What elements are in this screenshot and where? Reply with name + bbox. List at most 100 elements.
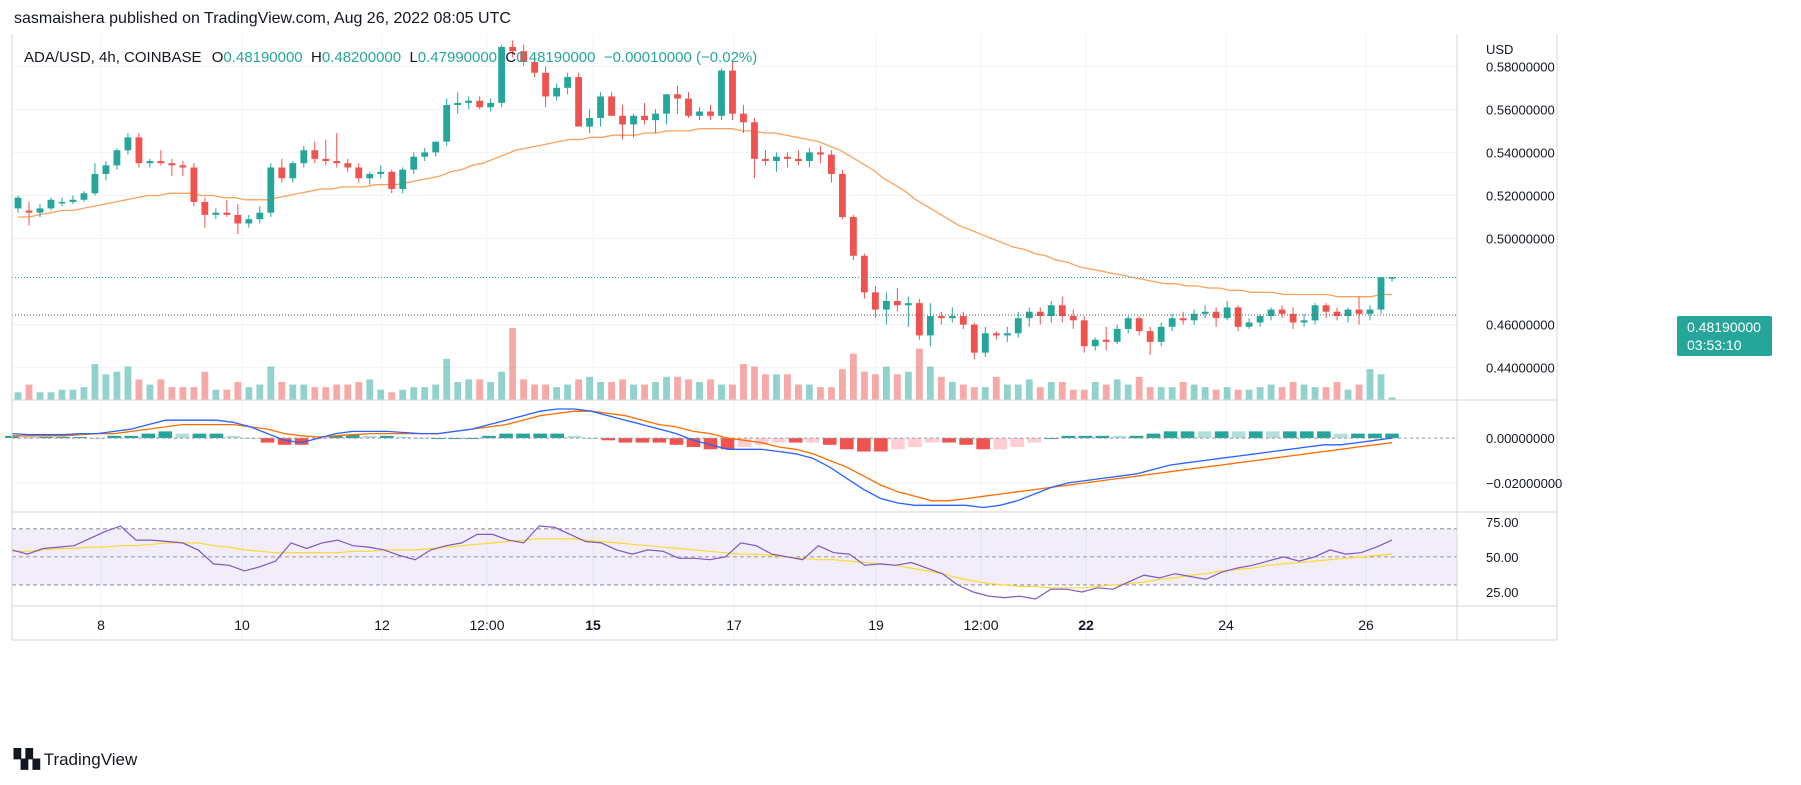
candle	[498, 44, 506, 108]
price-pane[interactable]	[12, 40, 1457, 400]
candle	[553, 83, 561, 101]
candle-body	[1377, 277, 1385, 310]
volume-bar	[201, 371, 209, 400]
time-tick-label: 19	[868, 617, 884, 633]
candle	[1091, 337, 1099, 351]
macd-histogram-bar	[1231, 431, 1246, 439]
candle	[795, 150, 802, 166]
change-value: −0.00010000 (−0.02%)	[603, 49, 758, 66]
volume-bar	[1146, 387, 1154, 400]
time-tick-label: 12:00	[963, 617, 998, 633]
candle-body	[278, 167, 286, 179]
high-label: H	[311, 49, 322, 66]
candle	[817, 145, 824, 164]
candle	[729, 59, 736, 121]
volume-bar	[1047, 382, 1055, 400]
volume-bar	[663, 376, 670, 400]
candle-body	[1256, 316, 1264, 323]
macd-histogram-bar	[771, 438, 786, 443]
candle-body	[773, 156, 780, 162]
candle	[1168, 313, 1176, 332]
candle-body	[531, 61, 539, 73]
macd-histogram-bar	[1146, 433, 1161, 439]
candle-body	[1388, 277, 1396, 279]
volume-bar	[355, 382, 363, 400]
candle-body	[1278, 309, 1286, 314]
candle	[1179, 311, 1187, 325]
candle	[311, 141, 319, 164]
volume-bar	[849, 353, 857, 400]
candle	[135, 133, 143, 168]
candle-body	[410, 156, 418, 170]
candle-body	[454, 102, 462, 106]
candle	[740, 105, 747, 134]
candle	[509, 40, 517, 58]
volume-bar	[1113, 379, 1121, 400]
candle	[201, 197, 209, 228]
macd-histogram-bar	[1061, 435, 1076, 439]
candle	[1135, 316, 1143, 336]
macd-histogram-bar	[1334, 433, 1348, 439]
time-tick-label: 17	[726, 617, 742, 633]
candle	[696, 107, 703, 121]
volume-bar	[882, 366, 890, 400]
macd-histogram-bar	[652, 438, 667, 443]
candle-body	[674, 94, 681, 99]
volume-bar	[542, 384, 550, 400]
candle	[1069, 309, 1077, 329]
volume-bar	[784, 374, 791, 400]
volume-bar	[806, 384, 813, 400]
low-value: 0.47990000	[417, 49, 498, 66]
candle-body	[564, 77, 572, 88]
moving-average-line	[18, 128, 1392, 298]
candle	[1322, 303, 1330, 319]
volume-bar	[454, 382, 462, 400]
macd-tick-label: −0.02000000	[1486, 476, 1562, 491]
macd-histogram-bar	[1078, 435, 1093, 439]
candle-body	[190, 167, 198, 202]
candle-body	[366, 173, 374, 179]
volume-bar	[1102, 384, 1110, 400]
candle	[773, 152, 780, 172]
volume-bar	[102, 374, 110, 400]
candle	[157, 150, 165, 166]
macd-histogram-bar	[56, 436, 70, 439]
candle-body	[828, 154, 835, 174]
candle-body	[498, 46, 506, 103]
macd-histogram-bar	[1129, 435, 1144, 439]
candle-body	[168, 163, 176, 166]
macd-histogram-bar	[533, 433, 547, 439]
volume-bar	[80, 387, 88, 400]
candle-body	[586, 117, 593, 127]
candle	[948, 307, 956, 323]
macd-histogram-bar	[550, 433, 564, 439]
candle	[476, 96, 484, 110]
candle	[597, 92, 604, 127]
candle	[992, 331, 1000, 340]
volume-bar	[256, 384, 264, 400]
macd-pane[interactable]	[5, 408, 1457, 509]
candle-body	[630, 115, 637, 125]
candle	[410, 152, 418, 174]
candle-body	[1113, 328, 1121, 342]
candle	[641, 102, 648, 125]
macd-histogram-bar	[891, 438, 905, 450]
candle-body	[970, 324, 978, 353]
macd-histogram-bar	[1351, 433, 1365, 439]
candle	[1344, 307, 1352, 323]
price-tick-label: 0.52000000	[1486, 188, 1555, 203]
volume-bar	[333, 384, 341, 400]
volume-bar	[278, 382, 286, 400]
candle	[267, 163, 275, 217]
tradingview-logo[interactable]: ▚▚ TradingView	[14, 749, 137, 770]
candle-body	[1311, 305, 1319, 321]
candle-body	[300, 150, 308, 164]
macd-histogram-bar	[840, 438, 854, 450]
candle	[1113, 324, 1121, 345]
rsi-pane[interactable]	[11, 525, 1457, 600]
candle	[14, 195, 22, 213]
macd-histogram-bar	[1112, 435, 1127, 439]
candle-body	[1223, 307, 1231, 319]
macd-histogram-bar	[584, 438, 599, 440]
